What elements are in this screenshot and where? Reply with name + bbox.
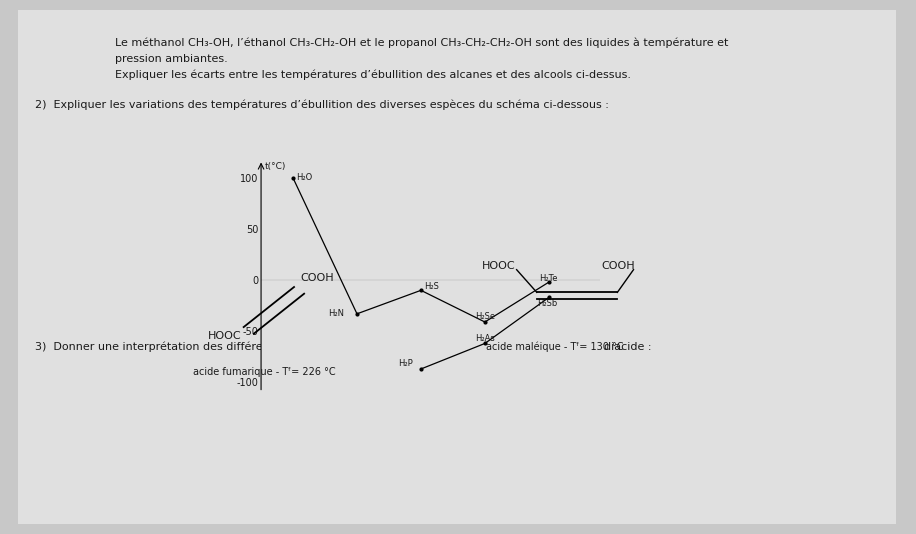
Text: 3)  Donner une interprétation des différences de températures de fusion pour ces: 3) Donner une interprétation des différe…	[35, 342, 651, 352]
Text: acide maléique - Tᶠ= 130 °C: acide maléique - Tᶠ= 130 °C	[486, 342, 624, 352]
FancyBboxPatch shape	[18, 10, 896, 524]
Text: H₂Sb: H₂Sb	[538, 299, 558, 308]
Text: Le méthanol CH₃-OH, l’éthanol CH₃-CH₂-OH et le propanol CH₃-CH₂-CH₂-OH sont des : Le méthanol CH₃-OH, l’éthanol CH₃-CH₂-OH…	[115, 38, 728, 49]
Text: Expliquer les écarts entre les températures d’ébullition des alcanes et des alco: Expliquer les écarts entre les températu…	[115, 70, 631, 81]
Text: HOOC: HOOC	[207, 332, 241, 341]
Text: H₂As: H₂As	[475, 334, 495, 343]
Text: COOH: COOH	[300, 273, 333, 282]
Text: H₂P: H₂P	[398, 359, 413, 368]
Text: pression ambiantes.: pression ambiantes.	[115, 54, 228, 64]
Text: H₂Se: H₂Se	[475, 312, 496, 321]
Text: H₂S: H₂S	[424, 282, 439, 290]
Text: COOH: COOH	[601, 261, 635, 271]
Text: HOOC: HOOC	[483, 261, 516, 271]
Text: acide fumarique - Tᶠ= 226 °C: acide fumarique - Tᶠ= 226 °C	[193, 367, 336, 377]
Text: H₂N: H₂N	[328, 309, 344, 318]
Text: 2)  Expliquer les variations des températures d’ébullition des diverses espèces : 2) Expliquer les variations des températ…	[35, 100, 609, 111]
Text: t(°C): t(°C)	[264, 162, 286, 171]
Text: H₂O: H₂O	[296, 174, 312, 183]
Text: H₂Te: H₂Te	[540, 273, 558, 282]
